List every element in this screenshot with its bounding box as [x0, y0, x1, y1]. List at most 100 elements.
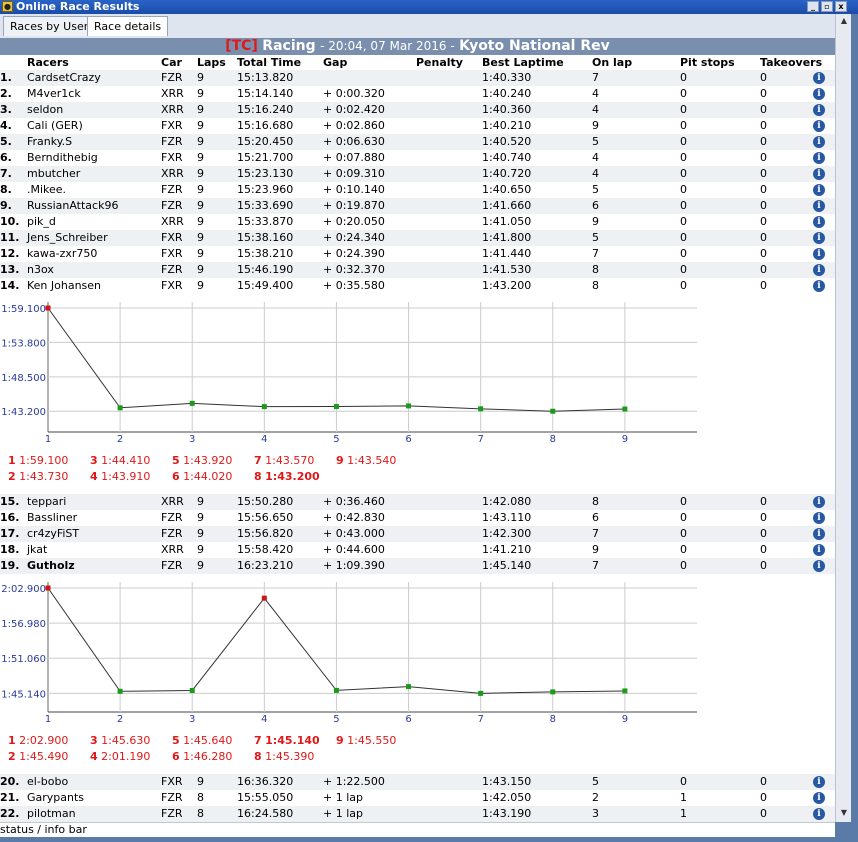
close-button[interactable]: x: [835, 1, 847, 12]
cell-car: XRR: [161, 103, 184, 116]
info-icon[interactable]: i: [813, 120, 825, 132]
race-tag: [TC]: [225, 38, 258, 54]
info-icon[interactable]: i: [813, 152, 825, 164]
cell-onlap: 6: [592, 199, 599, 212]
info-icon[interactable]: i: [813, 264, 825, 276]
results-header: Racers Car Laps Total Time Gap Penalty B…: [0, 55, 835, 70]
info-icon[interactable]: i: [813, 232, 825, 244]
tab-race-details[interactable]: Race details: [87, 16, 169, 36]
info-icon[interactable]: i: [813, 248, 825, 260]
y-tick-label: 2:02.900: [1, 584, 46, 595]
cell-gap: + 0:09.310: [323, 167, 385, 180]
laptime-lap: 9: [336, 734, 344, 747]
cell-take: 0: [760, 559, 767, 572]
scroll-down-icon[interactable]: ▼: [840, 808, 848, 817]
laptime-lap: 9: [336, 454, 344, 467]
cell-best: 1:40.520: [482, 135, 532, 148]
cell-take: 0: [760, 199, 767, 212]
info-icon[interactable]: i: [813, 776, 825, 788]
x-tick-label: 6: [405, 714, 411, 725]
race-datetime: - 20:04, 07 Mar 2016 -: [320, 39, 455, 53]
info-icon[interactable]: i: [813, 168, 825, 180]
cell-pit: 0: [680, 263, 687, 276]
cell-laps: 9: [197, 71, 204, 84]
info-icon[interactable]: i: [813, 184, 825, 196]
cell-total: 15:49.400: [237, 279, 294, 292]
header-racers: Racers: [27, 56, 69, 69]
laptime-value: 1:44.410: [101, 454, 151, 467]
info-icon[interactable]: i: [813, 280, 825, 292]
info-icon[interactable]: i: [813, 544, 825, 556]
cell-total: 15:50.280: [237, 495, 294, 508]
info-icon[interactable]: i: [813, 216, 825, 228]
laptime-lap: 7: [254, 734, 262, 747]
vertical-scrollbar[interactable]: ▲ ▼: [835, 14, 852, 822]
laptime-list-2: 1 2:02.900 2 1:45.490 3 1:45.630 4 2:01.190…: [0, 734, 835, 774]
cell-gap: + 0:06.630: [323, 135, 385, 148]
info-icon[interactable]: i: [813, 200, 825, 212]
info-icon[interactable]: i: [813, 88, 825, 100]
cell-laps: 9: [197, 87, 204, 100]
info-icon[interactable]: i: [813, 792, 825, 804]
tab-races-by-user[interactable]: Races by User: [3, 16, 96, 36]
cell-best: 1:41.530: [482, 263, 532, 276]
lap-point: [622, 406, 628, 412]
table-row: 2. M4ver1ck XRR 9 15:14.140 + 0:00.320 1:40.24…: [0, 86, 835, 102]
laptime-value: 1:43.540: [347, 454, 397, 467]
cell-car: XRR: [161, 495, 184, 508]
cell-onlap: 9: [592, 543, 599, 556]
cell-gap: + 0:07.880: [323, 151, 385, 164]
lap-point: [622, 688, 628, 694]
cell-name: mbutcher: [27, 167, 81, 180]
laptime-lap: 4: [90, 750, 98, 763]
maximize-button[interactable]: ▫: [821, 1, 833, 12]
laptime-entry: 6 1:44.020: [172, 470, 232, 483]
info-icon[interactable]: i: [813, 512, 825, 524]
cell-name: CardsetCrazy: [27, 71, 101, 84]
cell-best: 1:40.330: [482, 71, 532, 84]
laptime-value: 1:45.630: [101, 734, 151, 747]
cell-pit: 0: [680, 167, 687, 180]
cell-name: Cali (GER): [27, 119, 83, 132]
info-icon[interactable]: i: [813, 528, 825, 540]
cell-total: 15:38.210: [237, 247, 294, 260]
info-icon[interactable]: i: [813, 104, 825, 116]
cell-laps: 9: [197, 775, 204, 788]
header-takeovers: Takeovers: [760, 56, 823, 69]
info-icon[interactable]: i: [813, 560, 825, 572]
cell-gap: + 0:35.580: [323, 279, 385, 292]
cell-car: FZR: [161, 559, 183, 572]
x-tick-label: 8: [550, 434, 556, 445]
table-row: 9. RussianAttack96 FZR 9 15:33.690 + 0:19.870…: [0, 198, 835, 214]
table-row: 18. jkat XRR 9 15:58.420 + 0:44.600 1:41.210 9 0…: [0, 542, 835, 558]
cell-name: M4ver1ck: [27, 87, 81, 100]
cell-car: XRR: [161, 87, 184, 100]
cell-total: 15:33.690: [237, 199, 294, 212]
laptime-list-1: 1 1:59.100 2 1:43.730 3 1:44.410 4 1:43.910…: [0, 454, 835, 494]
laptime-value: 1:43.910: [101, 470, 151, 483]
info-icon[interactable]: i: [813, 496, 825, 508]
info-icon[interactable]: i: [813, 72, 825, 84]
info-icon[interactable]: i: [813, 808, 825, 820]
scroll-up-icon[interactable]: ▲: [840, 16, 848, 25]
lap-point: [117, 405, 123, 411]
laptime-lap: 6: [172, 470, 180, 483]
x-tick-label: 1: [45, 714, 51, 725]
cell-gap: + 0:20.050: [323, 215, 385, 228]
cell-gap: + 1 lap: [323, 807, 363, 820]
cell-onlap: 7: [592, 71, 599, 84]
lap-point: [45, 305, 51, 311]
laptime-value: 1:45.490: [19, 750, 69, 763]
minimize-button[interactable]: _: [807, 1, 819, 12]
cell-car: FZR: [161, 807, 183, 820]
cell-total: 16:23.210: [237, 559, 294, 572]
info-icon[interactable]: i: [813, 136, 825, 148]
cell-best: 1:40.360: [482, 103, 532, 116]
cell-total: 16:36.320: [237, 775, 294, 788]
cell-best: 1:43.150: [482, 775, 532, 788]
cell-laps: 9: [197, 183, 204, 196]
cell-gap: + 0:44.600: [323, 543, 385, 556]
table-row: 12. kawa-zxr750 FXR 9 15:38.210 + 0:24.390 1:4…: [0, 246, 835, 262]
cell-name: jkat: [27, 543, 48, 556]
cell-car: FXR: [161, 279, 183, 292]
